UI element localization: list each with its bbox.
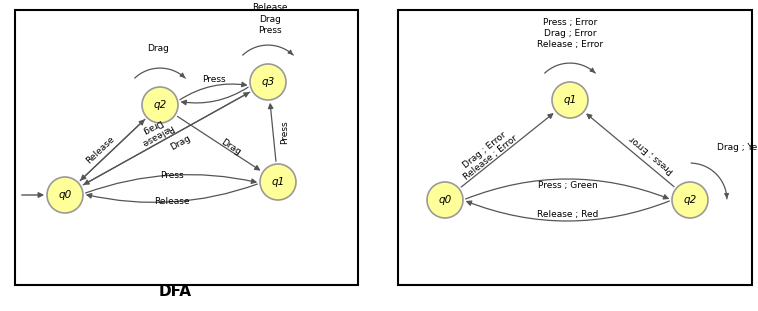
Text: q0: q0	[58, 190, 71, 200]
Text: Drag: Drag	[147, 44, 169, 53]
Text: q1: q1	[563, 95, 577, 105]
Circle shape	[47, 177, 83, 213]
Text: DFA: DFA	[158, 285, 192, 299]
Circle shape	[250, 64, 286, 100]
Text: Press: Press	[280, 120, 290, 144]
Circle shape	[142, 87, 178, 123]
Text: Release
Drag
Press: Release Drag Press	[252, 3, 288, 35]
Text: q3: q3	[262, 77, 274, 87]
Text: Drag ; Error
Release ; Error: Drag ; Error Release ; Error	[456, 126, 519, 182]
Text: Press: Press	[202, 75, 226, 83]
Text: Press ; Error
Drag ; Error
Release ; Error: Press ; Error Drag ; Error Release ; Err…	[537, 17, 603, 49]
Bar	[15, 10, 358, 285]
Text: Drag: Drag	[169, 133, 193, 152]
Text: Release
Drag: Release Drag	[134, 114, 175, 148]
Bar	[398, 10, 752, 285]
Text: q1: q1	[271, 177, 284, 187]
Circle shape	[672, 182, 708, 218]
Text: Drag: Drag	[219, 138, 243, 157]
Text: Press ; Green: Press ; Green	[537, 181, 597, 190]
Text: q2: q2	[684, 195, 697, 205]
Text: Release: Release	[154, 197, 190, 206]
Circle shape	[552, 82, 588, 118]
Text: Press: Press	[160, 171, 183, 180]
Circle shape	[427, 182, 463, 218]
Text: Release ; Red: Release ; Red	[537, 210, 598, 219]
Text: Press ; Error: Press ; Error	[628, 133, 675, 175]
Text: Drag ; Yellow: Drag ; Yellow	[717, 143, 758, 152]
Text: q0: q0	[438, 195, 452, 205]
Text: q2: q2	[153, 100, 167, 110]
Text: Release: Release	[85, 135, 117, 165]
Circle shape	[260, 164, 296, 200]
